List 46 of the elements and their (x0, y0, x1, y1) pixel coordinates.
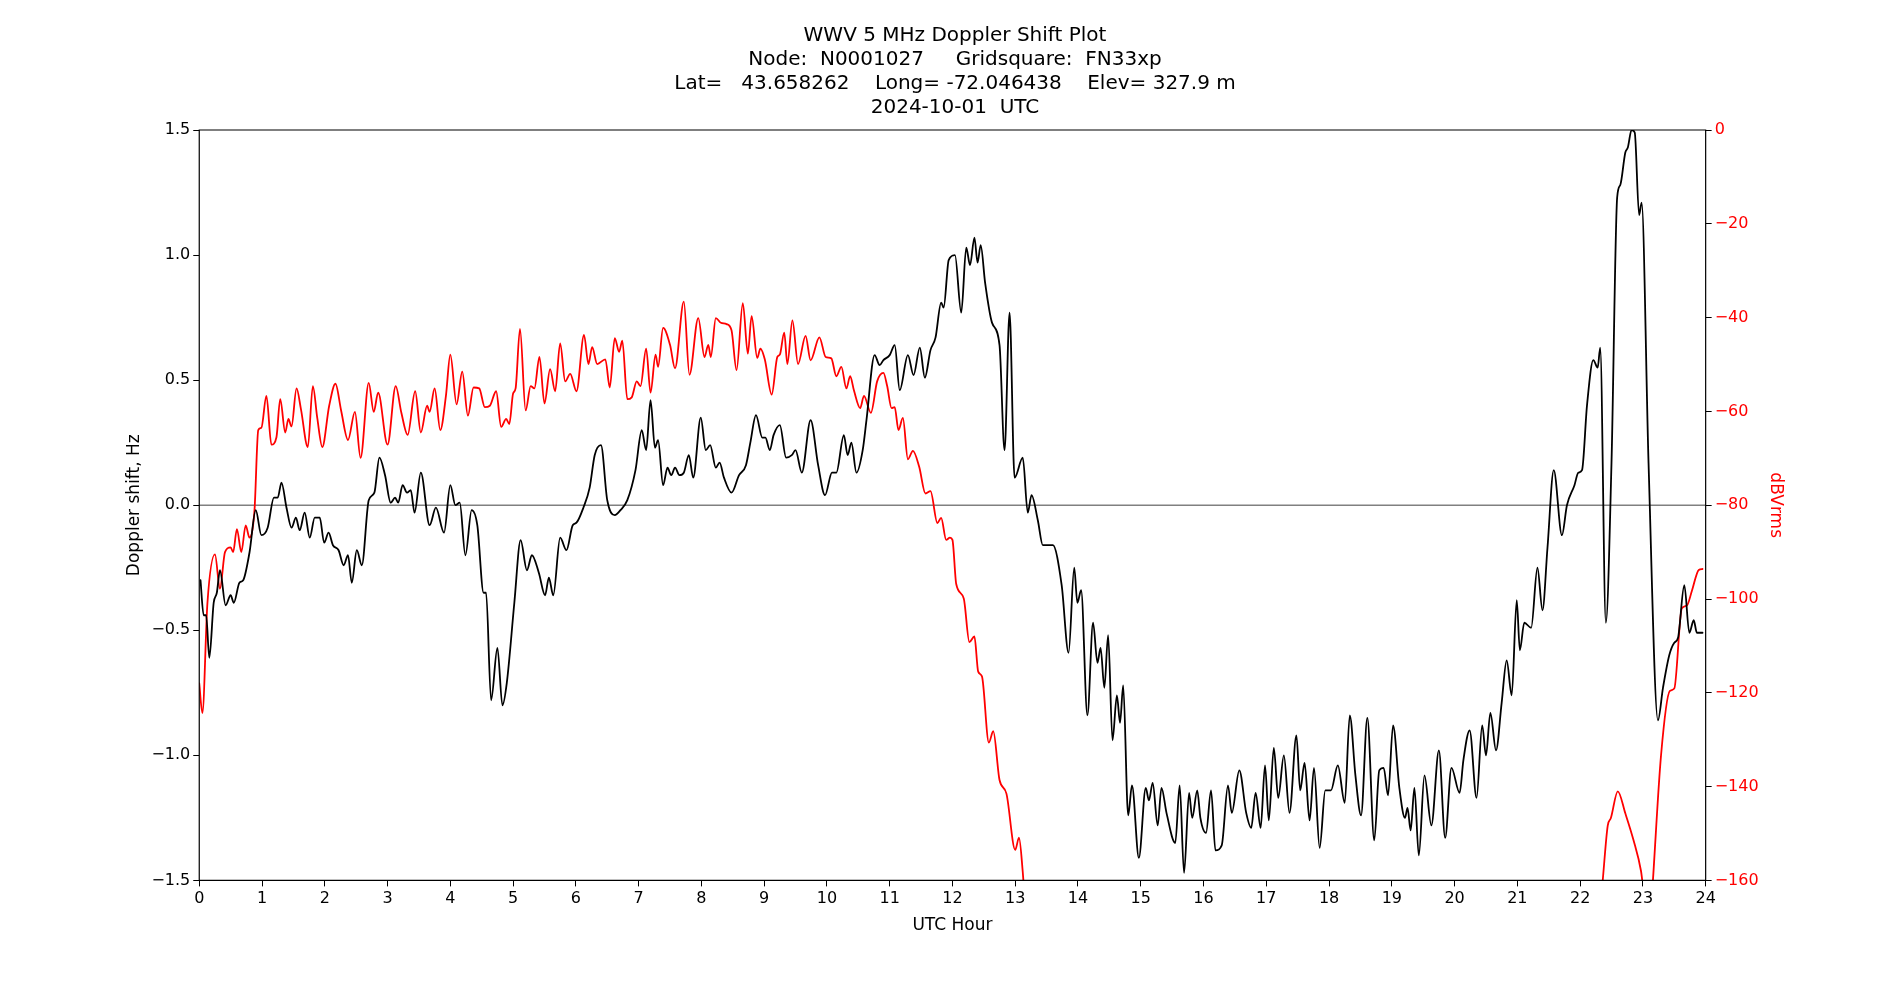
x-tick-label: 19 (1381, 888, 1402, 908)
x-tick-label: 16 (1193, 888, 1214, 908)
x-tick-label: 23 (1632, 888, 1654, 908)
y-axis-title: Doppler shift, Hz (122, 434, 143, 577)
y2-tick-label: −160 (1714, 869, 1759, 889)
x-tick-label: 18 (1318, 888, 1340, 908)
x-tick-label: 22 (1569, 888, 1591, 908)
x-tick-label: 17 (1256, 888, 1277, 908)
x-tick-label: 2 (319, 888, 330, 908)
x-tick-label: 9 (759, 888, 770, 908)
x-tick-label: 4 (445, 888, 456, 908)
y2-tick-label: −60 (1714, 400, 1749, 420)
x-tick-label: 6 (570, 888, 581, 908)
x-tick-label: 24 (1695, 888, 1716, 908)
y2-tick-label: −120 (1714, 681, 1759, 701)
y2-tick-label: 0 (1714, 119, 1725, 139)
y-tick-label: −1.5 (151, 869, 191, 889)
x-tick-label: 12 (942, 888, 963, 908)
y2-tick-label: −40 (1714, 306, 1749, 326)
x-tick-label: 20 (1444, 888, 1465, 908)
x-tick-label: 5 (507, 888, 519, 908)
y-tick-label: 0.5 (164, 369, 191, 389)
x-tick-label: 10 (816, 888, 838, 908)
x-tick-label: 8 (696, 888, 707, 908)
x-tick-label: 21 (1507, 888, 1528, 908)
y-tick-label: −1.0 (151, 744, 191, 764)
chart-title: WWV 5 MHz Doppler Shift Plot (803, 22, 1107, 47)
x-tick-label: 7 (633, 888, 644, 908)
x-tick-label: 14 (1067, 888, 1089, 908)
x-axis-title: UTC Hour (912, 914, 993, 935)
x-tick-label: 11 (879, 888, 900, 908)
y-tick-label: 0.0 (164, 494, 191, 514)
y2-tick-label: −20 (1714, 212, 1749, 232)
y2-tick-label: −100 (1714, 588, 1759, 608)
chart-subtitle: Node: N0001027 Gridsquare: FN33xp Lat= 43.658262 Long= -72.046438 Elev= 327.9 m 2024-10-01 UTC (674, 46, 1236, 119)
y-tick-label: 1.5 (164, 119, 191, 139)
x-tick-label: 13 (1005, 888, 1026, 908)
x-tick-label: 3 (382, 888, 393, 908)
y-tick-label: 1.0 (164, 244, 191, 264)
y2-axis-title: dBVrms (1767, 472, 1788, 539)
x-tick-label: 1 (256, 888, 268, 908)
y-tick-label: −0.5 (151, 619, 191, 639)
y2-tick-label: −140 (1714, 775, 1759, 795)
y2-tick-label: −80 (1714, 494, 1749, 514)
x-tick-label: 15 (1130, 888, 1151, 908)
x-tick-label: 0 (194, 888, 205, 908)
